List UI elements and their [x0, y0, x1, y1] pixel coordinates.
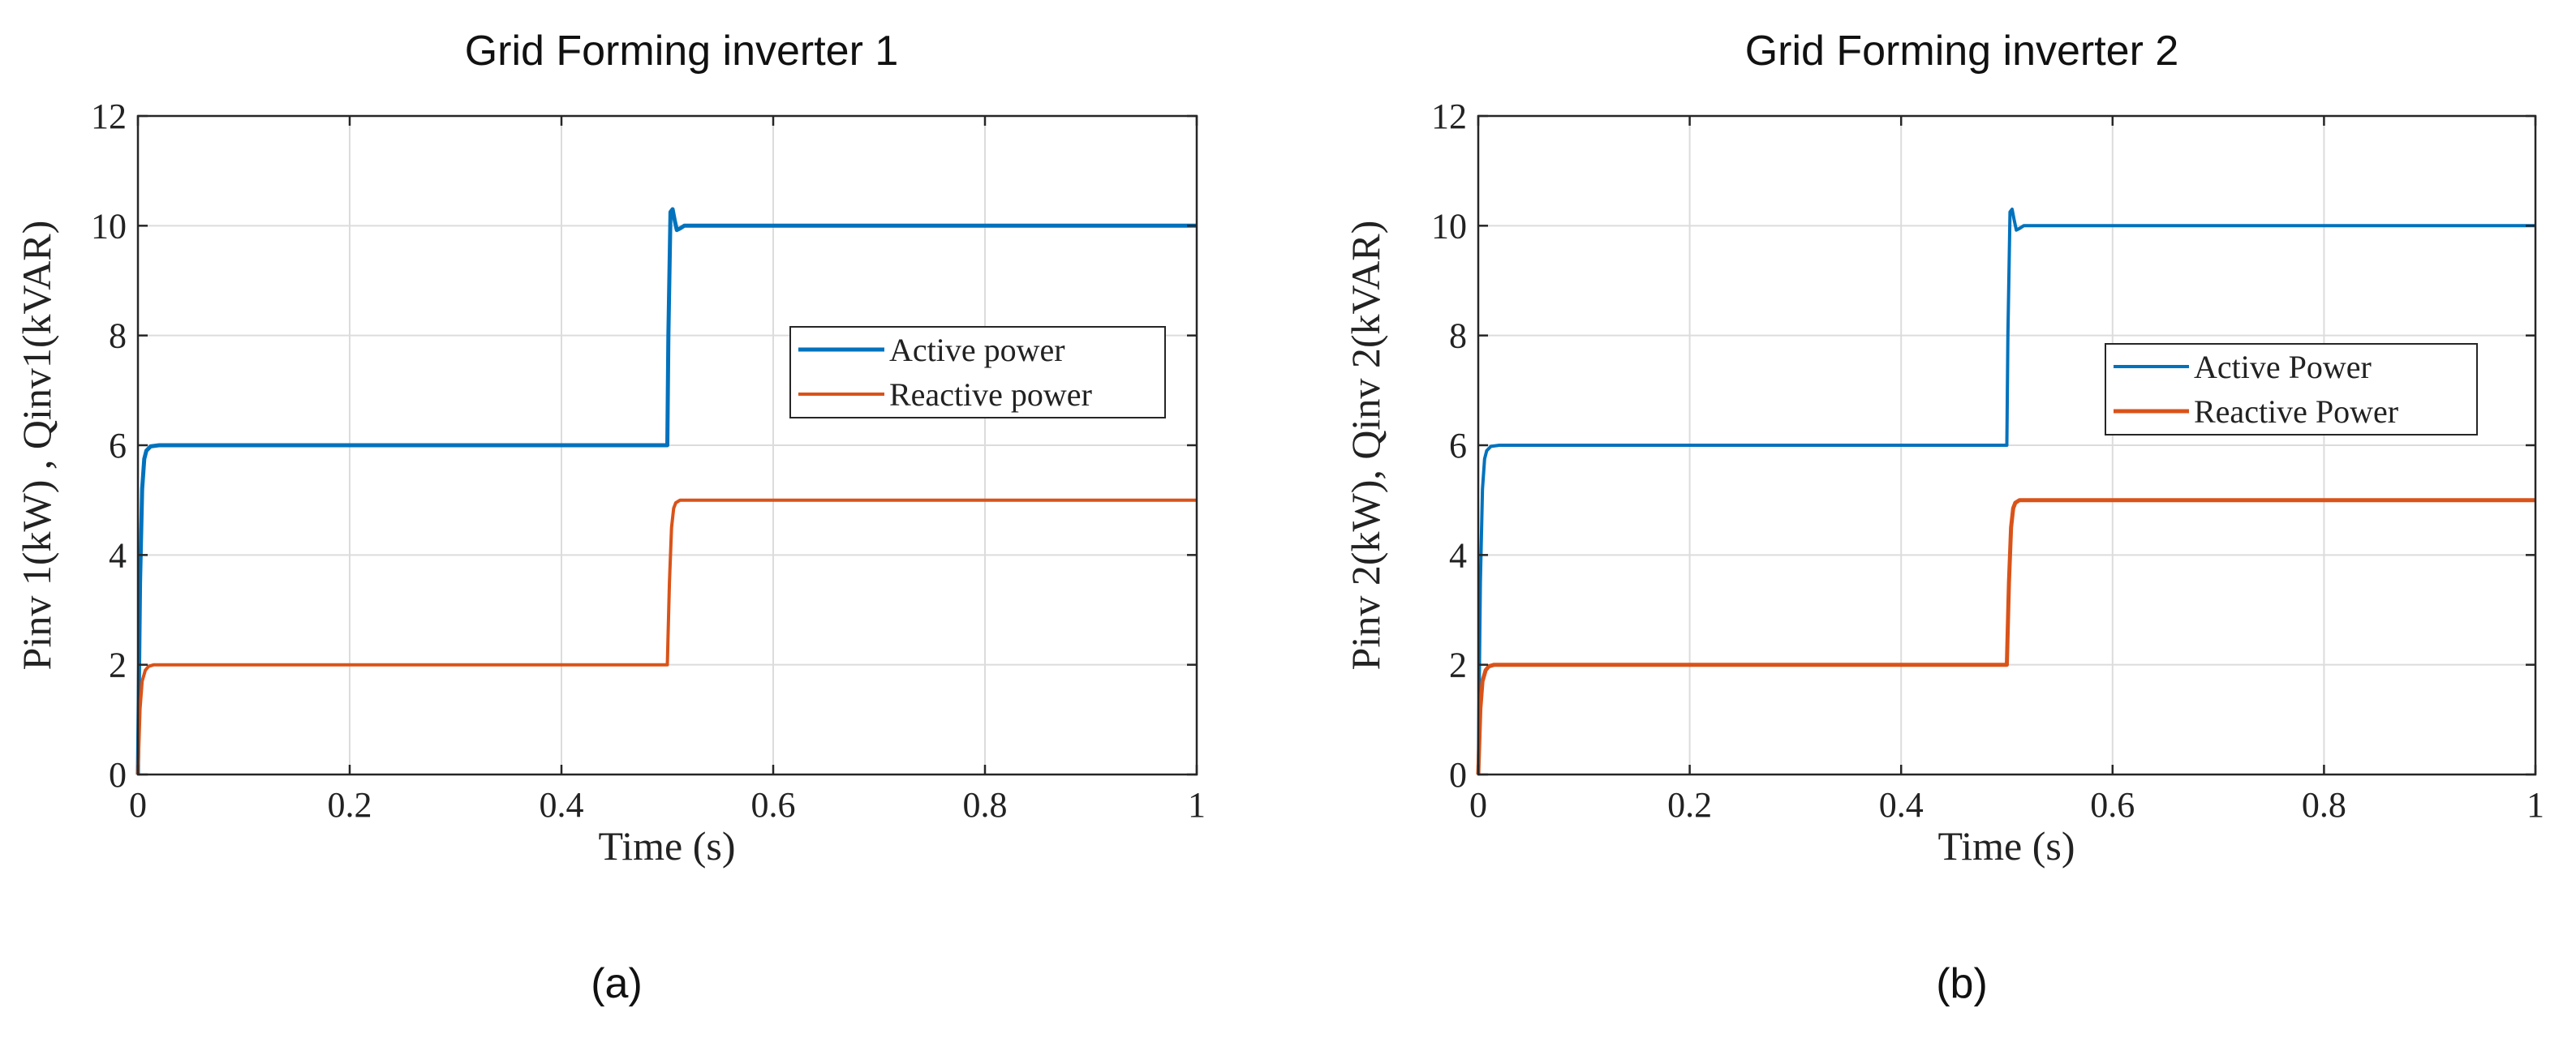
series-line-reactive-power: [136, 498, 1197, 775]
x-tick-label: 0.8: [963, 785, 1008, 825]
y-tick-label: 2: [109, 646, 127, 685]
chart-a: Grid Forming inverter 1 0 0.2 0.4 0.6 0.8 1 0 2…: [14, 28, 1206, 1007]
y-tick-label: 8: [109, 316, 127, 356]
x-tick-label: 0.6: [2090, 785, 2135, 825]
y-tick-label: 12: [1431, 97, 1467, 136]
y-tick-label: 0: [1449, 755, 1467, 795]
y-tick-label: 4: [1449, 535, 1467, 575]
y-tick-label: 0: [109, 755, 127, 795]
legend-box: [2105, 343, 2478, 436]
x-tick-label: 0.4: [1879, 785, 1924, 825]
chart-b: Grid Forming inverter 2 0 0.2 0.4 0.6 0.8 1 0 2…: [1288, 0, 2576, 1047]
chart-title: Grid Forming inverter 2: [1745, 28, 2179, 75]
y-tick-label: 4: [109, 535, 127, 575]
x-tick-label: 0.2: [328, 785, 372, 825]
legend: Active Power Reactive Power: [2105, 343, 2478, 436]
y-tick-label: 10: [91, 206, 127, 246]
figure-caption: (b): [1936, 960, 1988, 1007]
y-tick-label: 8: [1449, 316, 1467, 356]
chart-a-svg: Grid Forming inverter 1 0 0.2 0.4 0.6 0.8 102…: [14, 28, 1206, 1007]
y-tick-label: 10: [1431, 206, 1467, 246]
chart-title: Grid Forming inverter 1: [465, 28, 899, 75]
y-tick-label: 12: [91, 97, 127, 136]
series-layer: [135, 207, 1197, 775]
series-line-active-power: [135, 207, 1197, 775]
legend: Active power Reactive power: [789, 326, 1166, 418]
y-tick-label: 6: [1449, 426, 1467, 466]
legend-label-active: Active power: [889, 332, 1065, 368]
x-axis-label: Time (s): [598, 823, 735, 869]
y-axis-label: Pinv 2(kW), Qinv 2(kVAR): [1343, 221, 1388, 671]
x-tick-label: 1: [2527, 785, 2544, 825]
y-axis-label: Pinv 1(kW) , Qinv1(kVAR): [14, 221, 59, 671]
series-layer: [1476, 208, 2535, 775]
y-tick-label: 2: [1449, 646, 1467, 685]
legend-label-reactive: Reactive power: [889, 376, 1092, 413]
legend-box: [789, 326, 1166, 418]
x-tick-label: 0.4: [540, 785, 584, 825]
figure-caption: (a): [591, 960, 643, 1007]
x-tick-label: 0.2: [1667, 785, 1712, 825]
x-tick-label: 0: [1469, 785, 1487, 825]
x-tick-label: 0: [129, 785, 147, 825]
series-line-active-power: [1477, 208, 2535, 775]
y-tick-label: 6: [109, 426, 127, 466]
chart-b-svg: Grid Forming inverter 2 0 0.2 0.4 0.6 0.8 102…: [1343, 28, 2544, 1007]
x-tick-label: 0.6: [751, 785, 796, 825]
x-tick-label: 0.8: [2302, 785, 2346, 825]
x-axis-label: Time (s): [1937, 823, 2075, 869]
x-tick-label: 1: [1188, 785, 1206, 825]
legend-label-active: Active Power: [2194, 349, 2372, 385]
series-line-reactive-power: [1476, 498, 2535, 775]
legend-label-reactive: Reactive Power: [2194, 393, 2398, 430]
